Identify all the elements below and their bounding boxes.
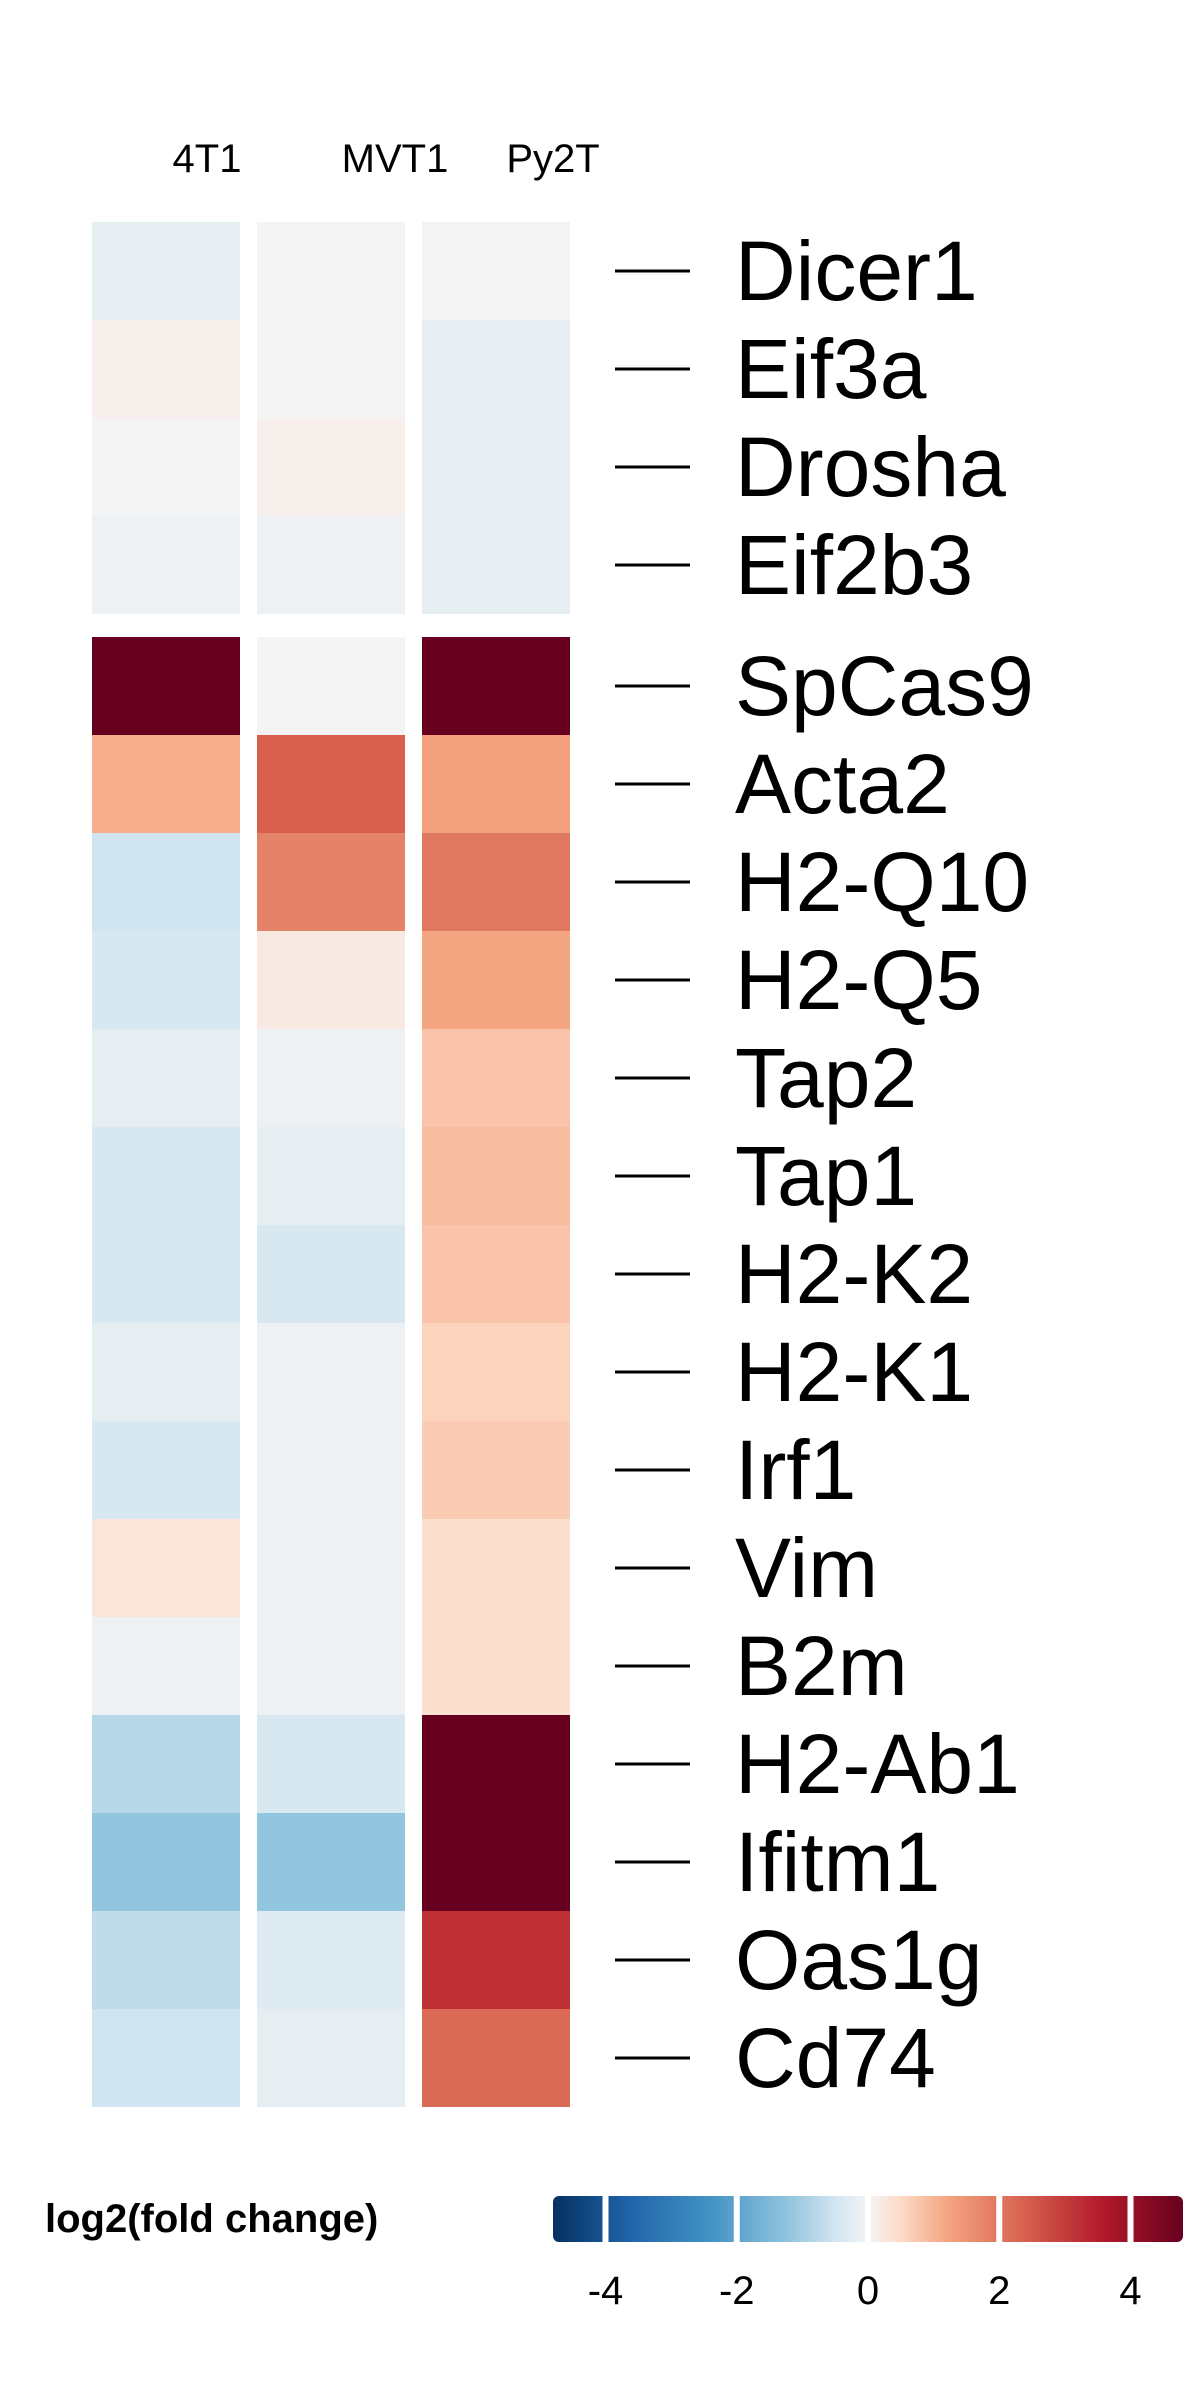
heatmap-cell-h2-k1-4t1 [92,1323,240,1421]
heatmap-cell-cd74-py2t [422,2009,570,2107]
heatmap-cell-spcas9-4t1 [92,637,240,735]
row-label-eif3a: Eif3a [735,322,927,416]
heatmap-cell-drosha-mvt1 [257,418,405,516]
column-label-py2t: Py2T [506,137,599,181]
row-label-spcas9: SpCas9 [735,639,1034,733]
legend-tick-label: 4 [1119,2269,1141,2313]
row-label-h2-q10: H2-Q10 [735,835,1029,929]
row-label-vim: Vim [735,1521,878,1615]
row-label-h2-k2: H2-K2 [735,1227,973,1321]
heatmap-cell-vim-4t1 [92,1519,240,1617]
heatmap-cell-oas1g-py2t [422,1911,570,2009]
heatmap-cell-h2-q10-4t1 [92,833,240,931]
heatmap-cell-ifitm1-4t1 [92,1813,240,1911]
row-label-drosha: Drosha [735,420,1006,514]
heatmap-cell-h2-q5-py2t [422,931,570,1029]
heatmap-cell-h2-q10-mvt1 [257,833,405,931]
row-label-tap2: Tap2 [735,1031,917,1125]
row-label-h2-k1: H2-K1 [735,1325,973,1419]
heatmap-cell-acta2-mvt1 [257,735,405,833]
heatmap-cell-h2-q10-py2t [422,833,570,931]
row-label-h2-q5: H2-Q5 [735,933,982,1027]
heatmap-cell-h2-k1-py2t [422,1323,570,1421]
row-label-cd74: Cd74 [735,2011,936,2105]
heatmap-cell-irf1-4t1 [92,1421,240,1519]
heatmap-cell-eif2b3-py2t [422,516,570,614]
heatmap-cell-eif3a-4t1 [92,320,240,418]
heatmap-cell-oas1g-4t1 [92,1911,240,2009]
heatmap-cell-h2-ab1-4t1 [92,1715,240,1813]
heatmap-cell-dicer1-py2t [422,222,570,320]
row-label-eif2b3: Eif2b3 [735,518,973,612]
column-label-4t1: 4T1 [173,137,242,181]
heatmap-cell-tap2-mvt1 [257,1029,405,1127]
heatmap-cell-h2-q5-4t1 [92,931,240,1029]
heatmap-cell-cd74-4t1 [92,2009,240,2107]
row-label-h2-ab1: H2-Ab1 [735,1717,1020,1811]
heatmap-cell-h2-k2-py2t [422,1225,570,1323]
row-label-b2m: B2m [735,1619,908,1713]
heatmap-cell-tap1-mvt1 [257,1127,405,1225]
heatmap-cell-drosha-py2t [422,418,570,516]
heatmap-cell-eif2b3-4t1 [92,516,240,614]
heatmap-cell-h2-k1-mvt1 [257,1323,405,1421]
row-label-ifitm1: Ifitm1 [735,1815,940,1909]
color-legend: log2(fold change) -4 -2 0 2 4 [45,2196,1183,2313]
row-label-oas1g: Oas1g [735,1913,983,2007]
heatmap-cell-irf1-mvt1 [257,1421,405,1519]
heatmap-cell-b2m-py2t [422,1617,570,1715]
heatmap-cell-vim-py2t [422,1519,570,1617]
heatmap-cell-tap2-4t1 [92,1029,240,1127]
legend-tick-label: 0 [857,2269,879,2313]
heatmap-cell-ifitm1-mvt1 [257,1813,405,1911]
heatmap-cell-oas1g-mvt1 [257,1911,405,2009]
row-label-acta2: Acta2 [735,737,950,831]
heatmap-cell-h2-q5-mvt1 [257,931,405,1029]
heatmap-cell-drosha-4t1 [92,418,240,516]
heatmap-cell-spcas9-mvt1 [257,637,405,735]
column-labels: 4T1 MVT1 Py2T [173,137,600,181]
heatmap-cell-tap1-py2t [422,1127,570,1225]
row-label-irf1: Irf1 [735,1423,856,1517]
heatmap-cell-irf1-py2t [422,1421,570,1519]
heatmap-cell-b2m-4t1 [92,1617,240,1715]
row-label-dicer1: Dicer1 [735,224,978,318]
heatmap-cell-dicer1-mvt1 [257,222,405,320]
heatmap-cell-tap1-4t1 [92,1127,240,1225]
legend-tick-label: -2 [719,2269,755,2313]
heatmap-cell-h2-ab1-py2t [422,1715,570,1813]
legend-ticks: -4 -2 0 2 4 [588,2196,1142,2313]
heatmap-cell-spcas9-py2t [422,637,570,735]
heatmap-cell-eif3a-mvt1 [257,320,405,418]
heatmap-cell-dicer1-4t1 [92,222,240,320]
heatmap-cell-acta2-py2t [422,735,570,833]
legend-title: log2(fold change) [45,2197,378,2241]
heatmap-cell-eif2b3-mvt1 [257,516,405,614]
heatmap-cell-cd74-mvt1 [257,2009,405,2107]
row-label-tap1: Tap1 [735,1129,917,1223]
heatmap-cell-acta2-4t1 [92,735,240,833]
heatmap-cell-ifitm1-py2t [422,1813,570,1911]
legend-tick-label: -4 [588,2269,624,2313]
column-label-mvt1: MVT1 [342,137,449,181]
heatmap-cells [92,222,570,2107]
heatmap-cell-eif3a-py2t [422,320,570,418]
heatmap-cell-h2-k2-4t1 [92,1225,240,1323]
heatmap-cell-b2m-mvt1 [257,1617,405,1715]
heatmap-cell-tap2-py2t [422,1029,570,1127]
heatmap-cell-h2-ab1-mvt1 [257,1715,405,1813]
heatmap-cell-vim-mvt1 [257,1519,405,1617]
heatmap-cell-h2-k2-mvt1 [257,1225,405,1323]
legend-tick-label: 2 [988,2269,1010,2313]
